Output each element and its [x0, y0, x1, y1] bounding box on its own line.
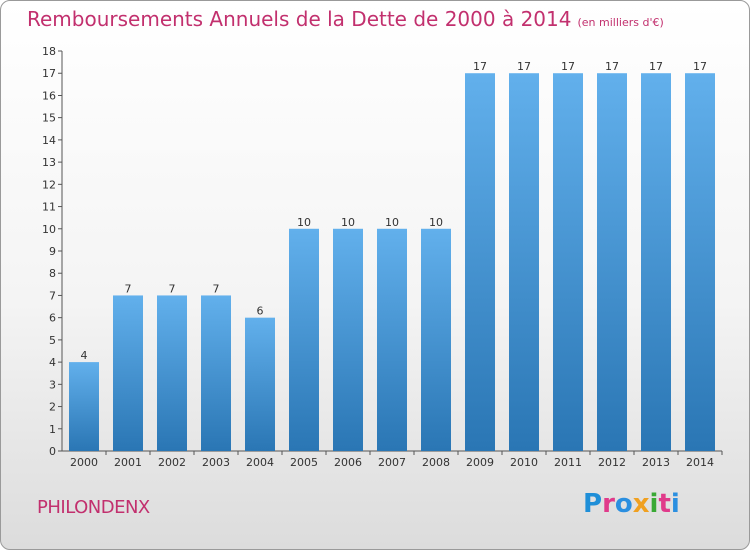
data-label: 7 — [169, 282, 176, 295]
y-tick-label: 2 — [49, 401, 56, 414]
bar — [113, 295, 143, 451]
data-label: 17 — [517, 60, 531, 73]
x-tick-label: 2005 — [290, 456, 318, 469]
y-tick-label: 7 — [49, 289, 56, 302]
x-tick-label: 2009 — [466, 456, 494, 469]
x-tick-label: 2011 — [554, 456, 582, 469]
bar — [289, 228, 319, 451]
y-tick-label: 15 — [42, 112, 56, 125]
bar — [509, 73, 539, 451]
data-label: 10 — [385, 216, 399, 229]
x-tick-label: 2014 — [686, 456, 714, 469]
chart-subtitle: (en milliers d'€) — [577, 16, 664, 29]
logo-letter: t — [658, 489, 671, 519]
data-label: 7 — [213, 282, 220, 295]
y-tick-label: 5 — [49, 334, 56, 347]
bar — [685, 73, 715, 451]
x-tick-label: 2008 — [422, 456, 450, 469]
y-tick-label: 6 — [49, 312, 56, 325]
logo-letter: i — [649, 489, 659, 519]
y-tick-label: 14 — [42, 134, 56, 147]
chart-title: Remboursements Annuels de la Dette de 20… — [27, 7, 664, 31]
y-tick-label: 8 — [49, 267, 56, 280]
y-tick-label: 11 — [42, 201, 56, 214]
bar — [333, 228, 363, 451]
data-label: 17 — [561, 60, 575, 73]
x-tick-label: 2010 — [510, 456, 538, 469]
bar — [641, 73, 671, 451]
data-label: 17 — [605, 60, 619, 73]
y-tick-label: 12 — [42, 178, 56, 191]
y-tick-label: 16 — [42, 89, 56, 102]
x-tick-label: 2004 — [246, 456, 274, 469]
bar — [465, 73, 495, 451]
data-label: 10 — [297, 216, 311, 229]
data-label: 7 — [125, 282, 132, 295]
data-label: 10 — [341, 216, 355, 229]
y-tick-label: 18 — [42, 45, 56, 58]
bars — [69, 73, 715, 451]
bar — [377, 228, 407, 451]
data-label: 17 — [693, 60, 707, 73]
data-label: 10 — [429, 216, 443, 229]
bar — [597, 73, 627, 451]
x-tick-label: 2000 — [70, 456, 98, 469]
x-tick-label: 2006 — [334, 456, 362, 469]
y-tick-label: 4 — [49, 356, 56, 369]
x-tick-label: 2012 — [598, 456, 626, 469]
data-label: 17 — [473, 60, 487, 73]
logo-letter: P — [583, 489, 603, 519]
bar — [421, 228, 451, 451]
x-tick-label: 2013 — [642, 456, 670, 469]
y-tick-label: 10 — [42, 223, 56, 236]
data-label: 6 — [257, 305, 264, 318]
data-label: 4 — [81, 349, 88, 362]
logo-letter: i — [670, 489, 680, 519]
y-tick-label: 13 — [42, 156, 56, 169]
chart-title-text: Remboursements Annuels de la Dette de 20… — [27, 7, 572, 31]
commune-name: PHILONDENX — [37, 497, 150, 518]
bar — [245, 317, 275, 451]
y-tick-label: 17 — [42, 67, 56, 80]
x-tick-label: 2007 — [378, 456, 406, 469]
bar — [553, 73, 583, 451]
bar — [157, 295, 187, 451]
y-tick-label: 0 — [49, 445, 56, 458]
bar — [69, 362, 99, 451]
logo-letter: o — [614, 489, 633, 519]
proxiti-logo: Proxiti — [583, 489, 680, 519]
data-labels: 4 7 7 7 6 10 10 10 10 17 17 17 17 17 17 — [81, 60, 708, 362]
y-tick-label: 1 — [49, 423, 56, 436]
y-tick-label: 3 — [49, 378, 56, 391]
x-tick-label: 2001 — [114, 456, 142, 469]
x-tick-label: 2002 — [158, 456, 186, 469]
bar — [201, 295, 231, 451]
x-tick-label: 2003 — [202, 456, 230, 469]
logo-letter: r — [602, 489, 615, 519]
logo-letter: x — [632, 489, 650, 519]
data-label: 17 — [649, 60, 663, 73]
y-tick-label: 9 — [49, 245, 56, 258]
